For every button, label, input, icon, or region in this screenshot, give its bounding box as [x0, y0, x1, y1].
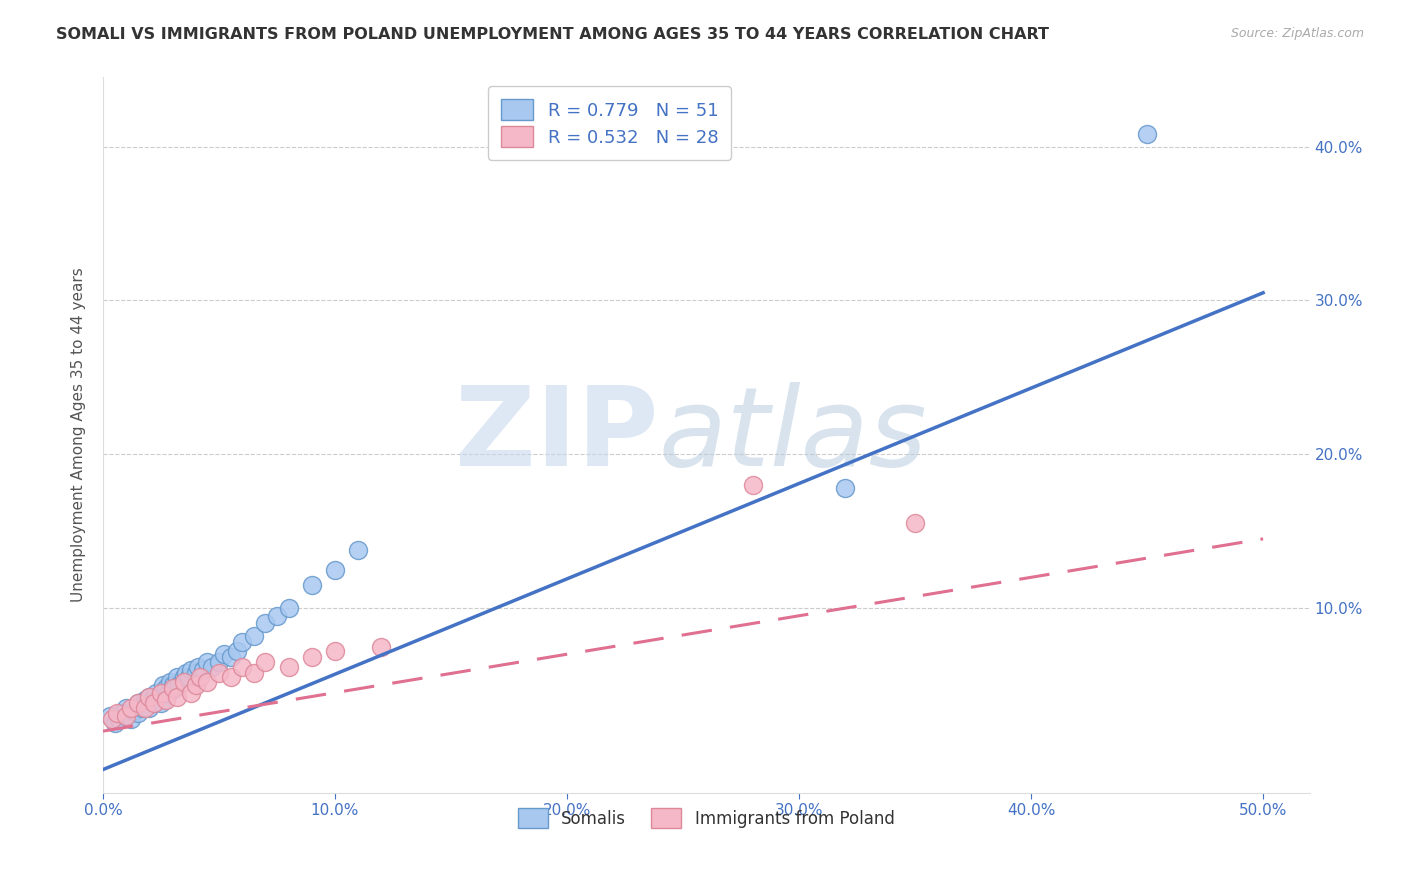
Text: atlas: atlas — [658, 382, 927, 489]
Text: ZIP: ZIP — [454, 382, 658, 489]
Text: Source: ZipAtlas.com: Source: ZipAtlas.com — [1230, 27, 1364, 40]
Legend: Somalis, Immigrants from Poland: Somalis, Immigrants from Poland — [512, 802, 901, 834]
Y-axis label: Unemployment Among Ages 35 to 44 years: Unemployment Among Ages 35 to 44 years — [72, 268, 86, 602]
Text: SOMALI VS IMMIGRANTS FROM POLAND UNEMPLOYMENT AMONG AGES 35 TO 44 YEARS CORRELAT: SOMALI VS IMMIGRANTS FROM POLAND UNEMPLO… — [56, 27, 1049, 42]
